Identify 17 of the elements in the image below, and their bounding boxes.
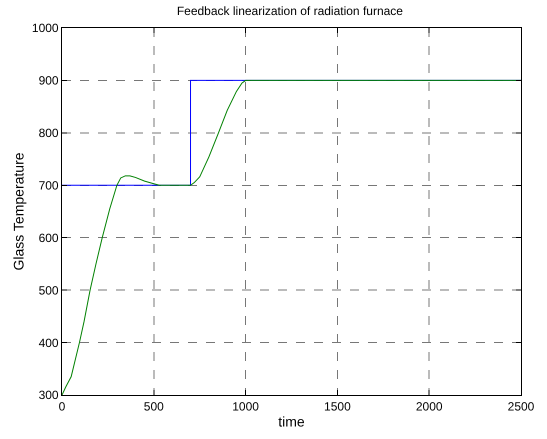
y-tick-label: 900: [38, 74, 59, 88]
y-tick-label: 700: [38, 178, 59, 192]
y-tick-label: 300: [38, 388, 59, 402]
x-tick-label: 1500: [324, 399, 352, 414]
x-axis-title: time: [278, 414, 305, 430]
x-tick-label: 2500: [508, 399, 535, 414]
y-tick-label: 500: [38, 283, 59, 298]
x-tick-label: 0: [58, 399, 66, 414]
y-tick-label: 600: [38, 230, 59, 245]
x-tick-label: 500: [144, 399, 164, 414]
y-tick-label: 1000: [32, 21, 59, 36]
y-tick-label: 800: [38, 126, 59, 140]
x-tick-label: 2000: [416, 399, 443, 414]
y-tick-label: 400: [38, 336, 59, 350]
y-axis-title: Glass Temperature: [10, 152, 26, 271]
chart-title: Feedback linearization of radiation furnace: [176, 4, 404, 18]
x-tick-label: 1000: [232, 399, 260, 414]
